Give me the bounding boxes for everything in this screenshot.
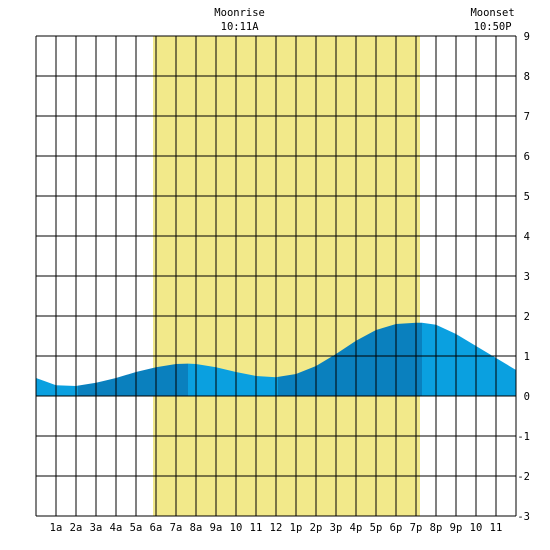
- y-tick-label: -2: [517, 471, 530, 483]
- x-tick-label: 2a: [70, 522, 83, 534]
- x-tick-label: 12: [270, 522, 283, 534]
- x-tick-label: 7p: [410, 522, 423, 534]
- tide-area-segment-2: [78, 363, 188, 396]
- x-tick-label: 4a: [110, 522, 123, 534]
- x-tick-label: 5p: [370, 522, 383, 534]
- x-axis-ticks: 1a 2a 3a 4a 5a 6a 7a 8a 9a 10 11 12 1p 2p 3p 4p 5p 6p 7p 8p…: [50, 522, 503, 534]
- x-tick-label: 4p: [350, 522, 363, 534]
- y-tick-label: 8: [524, 71, 530, 83]
- x-tick-label: 3a: [90, 522, 103, 534]
- tide-area-segment-4: [278, 322, 422, 396]
- y-tick-label: 7: [524, 111, 530, 123]
- y-tick-label: 5: [524, 191, 530, 203]
- y-axis-ticks: 9 8 7 6 5 4 3 2 1 0 -1 -2 -3: [517, 31, 530, 523]
- tide-area: [36, 322, 516, 396]
- moon-events: Moonrise 10:11A Moonset 10:50P: [214, 7, 514, 33]
- x-tick-label: 10: [230, 522, 243, 534]
- x-tick-label: 8a: [190, 522, 203, 534]
- x-tick-label: 10: [470, 522, 483, 534]
- y-tick-label: 9: [524, 31, 530, 43]
- chart-grid: [35, 35, 517, 517]
- y-tick-label: 4: [524, 231, 530, 243]
- y-tick-label: 1: [524, 351, 530, 363]
- x-tick-label: 6p: [390, 522, 403, 534]
- y-tick-label: -1: [517, 431, 530, 443]
- x-tick-label: 8p: [430, 522, 443, 534]
- y-tick-label: 3: [524, 271, 530, 283]
- moon-event-time: 10:50P: [474, 21, 512, 33]
- x-tick-label: 1a: [50, 522, 63, 534]
- moon-event-name: Moonrise: [214, 7, 265, 19]
- moon-event-time: 10:11A: [221, 21, 260, 33]
- x-tick-label: 9a: [210, 522, 223, 534]
- x-tick-label: 11: [490, 522, 503, 534]
- x-tick-label: 3p: [330, 522, 343, 534]
- tide-area-segment-5: [422, 322, 516, 396]
- x-tick-label: 1p: [290, 522, 303, 534]
- y-tick-label: 6: [524, 151, 530, 163]
- tide-area-segment-1: [36, 378, 78, 396]
- y-tick-label: 2: [524, 311, 530, 323]
- moon-event-name: Moonset: [470, 7, 514, 19]
- y-tick-label: -3: [517, 511, 530, 523]
- x-tick-label: 5a: [130, 522, 143, 534]
- x-tick-label: 11: [250, 522, 263, 534]
- x-tick-label: 6a: [150, 522, 163, 534]
- y-tick-label: 0: [524, 391, 530, 403]
- x-tick-label: 2p: [310, 522, 323, 534]
- x-tick-label: 7a: [170, 522, 183, 534]
- x-tick-label: 9p: [450, 522, 463, 534]
